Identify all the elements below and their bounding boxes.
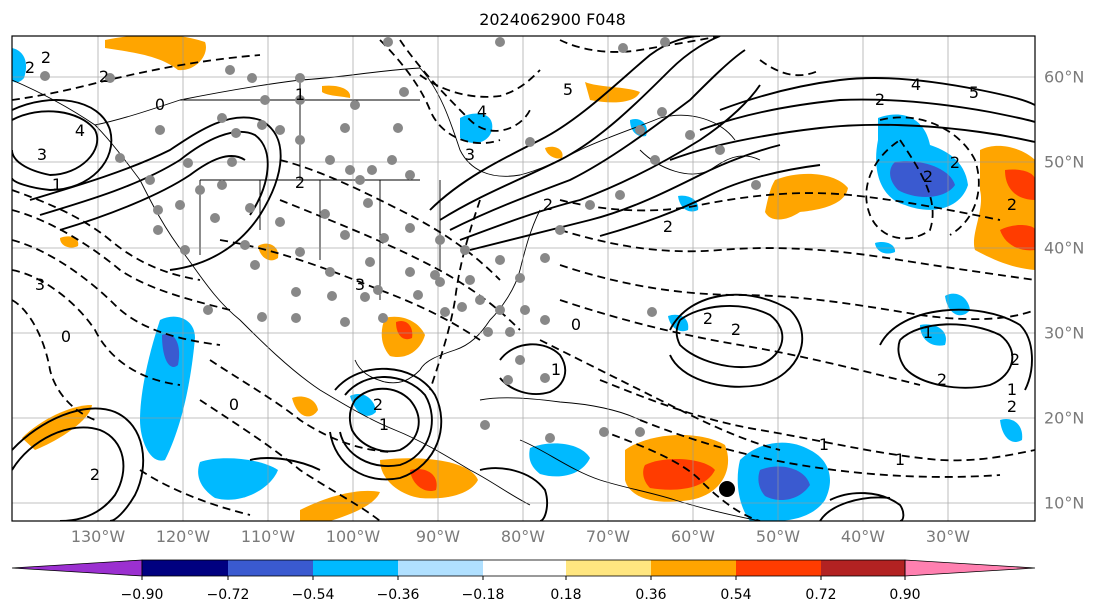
contour-label: 2 <box>543 195 553 214</box>
contour-label: 1 <box>52 175 62 194</box>
contour-label: 0 <box>571 315 581 334</box>
colorbar-segment <box>651 560 736 576</box>
colorbar-tick-label: 0.54 <box>720 587 752 603</box>
contour-label: 2 <box>663 217 673 236</box>
contour-label: 2 <box>703 309 713 328</box>
contour-label: 2 <box>99 67 109 86</box>
colorbar-tick-label: 0.36 <box>635 587 667 603</box>
contour-label: 1 <box>819 435 829 454</box>
colorbar-segment <box>736 560 821 576</box>
contour-label: 2 <box>923 167 933 186</box>
colorbar-extend-high <box>904 559 1036 577</box>
contour-label: 2 <box>1007 397 1017 416</box>
contour-label: 5 <box>563 80 573 99</box>
longitude-label: 40°W <box>840 527 886 546</box>
latitude-label: 30°N <box>1044 323 1085 343</box>
colorbar-tick-label: 0.72 <box>805 587 837 603</box>
contour-label: 1 <box>923 323 933 342</box>
colorbar-tick-label: −0.54 <box>291 587 335 603</box>
contour-labels: 2 2 0 1 3 4 2 4 3 5 4 5 2 2 2 2 2 2 3 1 … <box>25 48 1020 484</box>
colorbar-segment <box>142 560 228 576</box>
contour-label: 2 <box>90 465 100 484</box>
contour-label: 1 <box>379 415 389 434</box>
forecast-map: 2 2 0 1 3 4 2 4 3 5 4 5 2 2 2 2 2 2 3 1 … <box>11 35 1036 522</box>
longitude-label: 80°W <box>500 527 546 546</box>
station-dots <box>40 37 761 443</box>
longitude-label: 30°W <box>925 527 971 546</box>
contour-label: 2 <box>1010 350 1020 369</box>
contour-label: 5 <box>969 83 979 102</box>
contour-label: 0 <box>155 95 165 114</box>
latitude-label: 60°N <box>1044 67 1085 87</box>
longitude-label: 60°W <box>670 527 716 546</box>
colorbar-tick-label: −0.18 <box>461 587 505 603</box>
longitude-label: 90°W <box>415 527 461 546</box>
longitude-label: 100°W <box>325 527 381 546</box>
colorbar-tick-label: −0.90 <box>120 587 164 603</box>
colorbar-tick-label: −0.72 <box>206 587 250 603</box>
contour-label: 1 <box>1007 380 1017 399</box>
contour-label: 2 <box>875 90 885 109</box>
contour-label: 2 <box>937 370 947 389</box>
negative-contours <box>12 36 1035 521</box>
longitude-label: 70°W <box>585 527 631 546</box>
contour-label: 2 <box>731 320 741 339</box>
contour-label: 4 <box>477 102 487 121</box>
latitude-label: 20°N <box>1044 408 1085 428</box>
contour-label: 2 <box>25 58 35 77</box>
contour-label: 0 <box>229 395 239 414</box>
storm-marker-dot <box>719 481 735 497</box>
colorbar-segment <box>566 560 651 576</box>
latitude-label: 50°N <box>1044 152 1085 172</box>
colorbar-tick-label: 0.18 <box>550 587 582 603</box>
contour-label: 3 <box>355 275 365 294</box>
colorbar-tick-label: −0.36 <box>376 587 420 603</box>
contour-label: 4 <box>75 121 85 140</box>
contour-label: 1 <box>551 360 561 379</box>
contour-label: 4 <box>911 75 921 94</box>
colorbar-extend-low <box>11 559 143 577</box>
longitude-label: 130°W <box>70 527 126 546</box>
contour-label: 2 <box>41 48 51 67</box>
contour-label: 0 <box>61 327 71 346</box>
contour-label: 3 <box>37 145 47 164</box>
colorbar-segment <box>313 560 398 576</box>
colorbar-segment <box>398 560 483 576</box>
colorbar-outline <box>141 559 906 577</box>
contour-label: 2 <box>950 153 960 172</box>
colorbar-segment <box>483 560 566 576</box>
latitude-label: 10°N <box>1044 493 1085 513</box>
latitude-label: 40°N <box>1044 238 1085 258</box>
contour-label: 2 <box>373 395 383 414</box>
contour-label: 3 <box>35 275 45 294</box>
longitude-label: 50°W <box>755 527 801 546</box>
contour-label: 1 <box>895 450 905 469</box>
colorbar-tick-label: 0.90 <box>889 587 921 603</box>
contour-label: 2 <box>1007 195 1017 214</box>
colorbar-segment <box>821 560 905 576</box>
colorbar-segment <box>228 560 313 576</box>
longitude-label: 120°W <box>155 527 211 546</box>
longitude-label: 110°W <box>240 527 296 546</box>
contour-label: 2 <box>295 173 305 192</box>
contour-label: 1 <box>295 85 305 104</box>
contour-label: 3 <box>465 145 475 164</box>
map-title: 2024062900 F048 <box>479 10 626 29</box>
colorbar-segments <box>11 559 1036 577</box>
